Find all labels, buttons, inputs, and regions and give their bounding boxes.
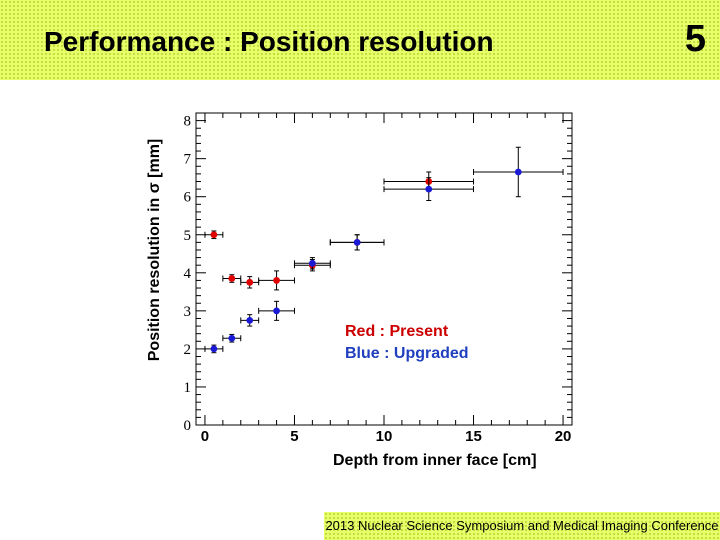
blue-data-point [514, 168, 522, 176]
blue-data-point [273, 307, 280, 315]
footer-banner: 2013 Nuclear Science Symposium and Medic… [324, 512, 720, 540]
y-tick-label: 3 [184, 304, 192, 320]
blue-data-point [210, 345, 218, 353]
y-tick-label: 8 [184, 114, 192, 130]
blue-data-point [308, 259, 316, 267]
blue-data-point [228, 334, 236, 342]
red-data-point [246, 278, 254, 286]
legend-blue-entry: Blue : Upgraded [345, 345, 469, 362]
x-tick-label: 20 [555, 428, 572, 445]
y-tick-label: 0 [184, 418, 192, 434]
y-tick-label: 6 [184, 190, 192, 206]
plot-frame [195, 112, 573, 426]
x-axis-label: Depth from inner face [cm] [333, 452, 537, 469]
blue-data-point [425, 185, 433, 193]
left-margin [0, 80, 120, 540]
x-tick-label: 10 [376, 428, 393, 445]
legend: Red : Present Blue : Upgraded [345, 321, 469, 365]
y-tick-label: 5 [184, 228, 192, 244]
red-data-point [210, 231, 218, 239]
legend-red-entry: Red : Present [345, 323, 449, 340]
y-tick-label: 1 [184, 380, 192, 396]
red-data-point [273, 277, 280, 284]
x-tick-label: 0 [201, 428, 209, 445]
y-axis-label: Position resolution in σ [mm] [146, 138, 163, 362]
x-tick-label: 5 [290, 428, 298, 445]
slide-number: 5 [684, 18, 706, 60]
page-title: Performance : Position resolution [44, 26, 494, 57]
red-data-point [228, 275, 236, 282]
title-bar: Performance : Position resolution 5 [0, 0, 720, 80]
x-tick-label: 15 [465, 428, 482, 445]
y-tick-label: 7 [184, 152, 192, 168]
blue-data-point [353, 238, 361, 246]
y-tick-label: 4 [184, 266, 192, 282]
blue-data-point [246, 316, 254, 324]
y-tick-label: 2 [184, 342, 192, 358]
